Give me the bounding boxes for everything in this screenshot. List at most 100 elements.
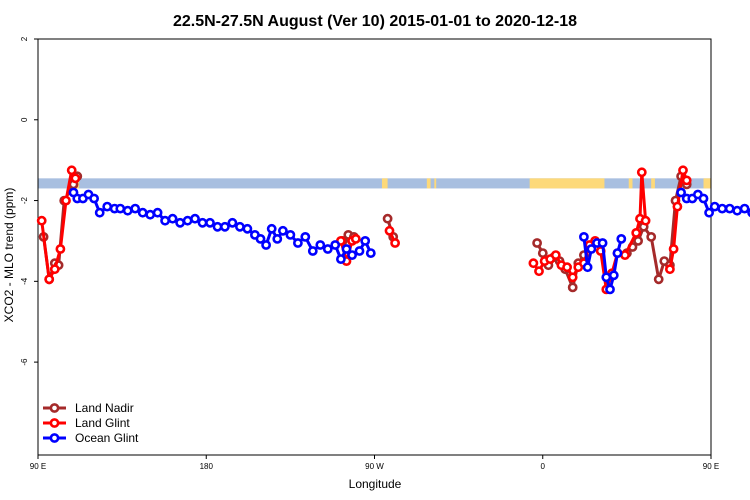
data-point (261, 240, 271, 250)
legend-label: Land Glint (75, 416, 130, 430)
data-point (633, 235, 643, 246)
data-point (636, 167, 647, 178)
y-tick-label: -2 (20, 196, 29, 204)
data-point (322, 244, 333, 254)
data-point (704, 207, 714, 218)
x-tick-label: 180 (200, 462, 214, 471)
data-point (579, 231, 589, 242)
data-point (242, 223, 253, 234)
x-tick-label: 90 E (30, 462, 46, 471)
x-axis-label: Longitude (349, 477, 402, 491)
legend-marker (49, 403, 60, 413)
data-point (272, 233, 283, 244)
data-point (137, 207, 148, 218)
data-point (608, 270, 619, 281)
data-point (307, 246, 318, 256)
data-point (532, 238, 542, 248)
legend-entry: Land Nadir (43, 401, 134, 415)
data-point (234, 221, 245, 232)
data-point (152, 207, 163, 218)
data-point (534, 266, 544, 277)
data-point (676, 187, 686, 198)
legend-label: Land Nadir (75, 401, 134, 415)
data-point (382, 213, 393, 224)
data-point (350, 233, 361, 244)
data-point (49, 264, 60, 275)
data-point (698, 193, 709, 204)
data-point (616, 233, 627, 244)
data-point (130, 203, 141, 214)
data-point (335, 254, 346, 264)
data-point (365, 248, 376, 258)
legend-marker (49, 433, 60, 443)
data-point (315, 240, 326, 250)
data-point (739, 203, 750, 214)
land-band-segment (628, 178, 633, 189)
data-point (620, 250, 630, 260)
data-point (347, 250, 357, 260)
data-point (567, 272, 578, 283)
data-point (190, 213, 200, 224)
data-point (292, 238, 303, 248)
data-point (668, 244, 679, 254)
data-point (197, 217, 208, 228)
data-point (537, 248, 548, 258)
data-point (384, 225, 395, 236)
data-point (717, 203, 728, 214)
legend-marker (49, 418, 60, 428)
data-point (681, 175, 692, 186)
data-point (586, 244, 597, 254)
x-tick-label: 0 (541, 462, 546, 471)
land-band-segment (529, 178, 605, 189)
data-point (597, 238, 608, 248)
data-point (175, 217, 185, 228)
data-point (330, 240, 341, 250)
legend-label: Ocean Glint (75, 431, 139, 445)
y-tick-label: -6 (20, 358, 29, 366)
data-point (102, 201, 113, 212)
legend-entry: Ocean Glint (43, 431, 139, 445)
series-line (532, 170, 648, 291)
data-point (550, 250, 561, 260)
legend-entry: Land Glint (43, 416, 130, 430)
y-tick-label: -4 (20, 277, 29, 285)
data-point (36, 215, 47, 226)
y-tick-label: 0 (20, 117, 29, 122)
data-point (182, 215, 193, 226)
data-point (390, 238, 400, 248)
data-point (582, 262, 593, 273)
data-point (709, 201, 720, 212)
data-point (266, 223, 277, 234)
data-point (277, 225, 288, 236)
data-point (205, 217, 215, 228)
ocean-band (38, 178, 711, 189)
data-point (341, 244, 352, 254)
data-point (285, 229, 296, 240)
land-band-segment (381, 178, 388, 189)
data-point (631, 227, 642, 238)
data-point (167, 213, 178, 224)
data-point (255, 233, 266, 244)
data-point (665, 264, 675, 275)
data-point (145, 209, 156, 220)
plot-frame (37, 38, 712, 456)
data-point (160, 215, 170, 226)
data-point (55, 244, 66, 254)
land-band-segment (703, 178, 711, 189)
data-point (61, 195, 71, 206)
data-point (640, 215, 651, 226)
series-line (582, 236, 623, 291)
data-point (528, 258, 539, 269)
data-point (227, 217, 238, 228)
data-point (653, 274, 664, 285)
data-point (354, 246, 365, 256)
data-point (360, 235, 371, 246)
y-axis-label: XCO2 - MLO trend (ppm) (2, 188, 16, 323)
data-point (44, 274, 55, 285)
land-band-segment (426, 178, 431, 189)
land-band-segment (434, 178, 437, 189)
land-ocean-band (38, 178, 711, 189)
land-band-segment (651, 178, 655, 189)
axes: 90 E 180 90 W 0 90 E 2 0 -2 -4 -6 (20, 36, 719, 471)
data-point (66, 165, 77, 176)
